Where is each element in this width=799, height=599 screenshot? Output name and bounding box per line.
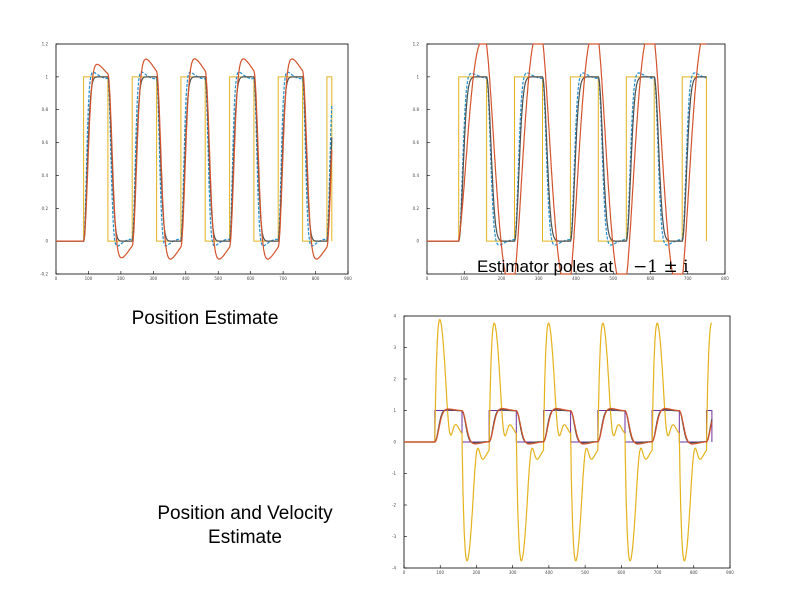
y-tick-label: 0.4 xyxy=(42,173,49,178)
plot-top-left: 0 100 200 300 400 500 600 700 800 900 -0.2 0 0.2 0.4 0… xyxy=(28,34,358,294)
y-tick-label: 1 xyxy=(393,408,396,413)
caption-position-velocity-line2: Estimate xyxy=(208,527,282,548)
y-tick-label: 3 xyxy=(393,345,396,350)
x-tick-label: 400 xyxy=(182,276,190,281)
x-tick-label: 0 xyxy=(426,276,429,281)
y-tick-label: -1 xyxy=(392,471,396,476)
y-tick-label: 1.2 xyxy=(42,42,49,47)
x-tick-label: 700 xyxy=(684,276,692,281)
caption-position-velocity: Position and Velocity Estimate xyxy=(120,502,370,550)
x-tick-label: 600 xyxy=(618,570,626,575)
series-line-blue xyxy=(427,72,707,246)
x-tick-label: 100 xyxy=(460,276,468,281)
plot-frame xyxy=(55,43,349,275)
y-tick-label: 1 xyxy=(416,74,419,79)
x-tick-label: 700 xyxy=(654,570,662,575)
chart-top-right: 0 100 200 300 400 500 600 700 800 0 0.2 0.4 0.6 0.8 1 1… xyxy=(413,42,730,282)
x-tick-label: 200 xyxy=(117,276,125,281)
x-tick-label: 800 xyxy=(721,276,729,281)
x-tick-label: 500 xyxy=(581,570,589,575)
x-tick-label: 600 xyxy=(247,276,255,281)
x-tick-label: 800 xyxy=(690,570,698,575)
x-tick-label: 200 xyxy=(473,570,481,575)
y-tick-label: 1 xyxy=(45,74,48,79)
x-tick-label: 0 xyxy=(403,570,406,575)
plot-top-right: 0 100 200 300 400 500 600 700 800 0 0.2 0.4 0.6 0.8 1 1… xyxy=(405,34,735,294)
x-tick-label: 300 xyxy=(509,570,517,575)
x-tick-label: 500 xyxy=(214,276,222,281)
y-tick-label: -2 xyxy=(392,503,396,508)
y-tick-label: 0 xyxy=(393,440,396,445)
y-tick-label: 0.8 xyxy=(413,107,420,112)
y-tick-label: 2 xyxy=(393,377,396,382)
y-tick-label: 0.4 xyxy=(413,173,420,178)
plot-area: 0 100 200 300 400 500 600 700 800 900 -0.2 0 0.2 0.4 0… xyxy=(40,42,352,282)
series-line-dark xyxy=(56,76,333,242)
x-tick-label: 700 xyxy=(279,276,287,281)
chart-bottom-right: 0 100 200 300 400 500 600 700 800 900 -4 -3 -2 -1 0 1 2 3… xyxy=(392,314,734,576)
x-tick-label: 100 xyxy=(85,276,93,281)
plot-area: 0 100 200 300 400 500 600 700 800 0 0.2 0.4 0.6 0.8 1 1… xyxy=(413,42,730,282)
plot-area: 0 100 200 300 400 500 600 700 800 900 -4 -3 -2 -1 0 1 2 3… xyxy=(392,314,734,576)
series-line-blue xyxy=(56,71,333,247)
y-tick-label: -0.2 xyxy=(40,272,48,277)
y-tick-label: -3 xyxy=(392,534,396,539)
y-tick-label: 0.2 xyxy=(42,206,49,211)
series-line-yellow xyxy=(404,318,713,562)
x-tick-label: 900 xyxy=(726,570,734,575)
x-tick-label: 900 xyxy=(344,276,352,281)
y-tick-label: -4 xyxy=(392,566,396,571)
x-tick-label: 100 xyxy=(436,570,444,575)
series-line-red xyxy=(404,407,713,445)
y-tick-label: 0 xyxy=(45,239,48,244)
y-tick-label: 0.8 xyxy=(42,107,49,112)
x-tick-label: 400 xyxy=(572,276,580,281)
y-tick-label: 0.6 xyxy=(42,140,49,145)
y-tick-label: 4 xyxy=(393,314,396,319)
x-tick-label: 400 xyxy=(545,570,553,575)
y-tick-label: 0 xyxy=(416,239,419,244)
x-tick-label: 0 xyxy=(55,276,58,281)
series-line-red xyxy=(56,58,333,260)
series-line-square xyxy=(56,76,333,242)
series-line-dark xyxy=(427,76,707,242)
series-line-red xyxy=(427,43,707,275)
estimator-poles-label: Estimator poles at xyxy=(477,257,613,276)
estimator-poles-math: −1 ± i xyxy=(633,257,689,277)
y-tick-label: 1.2 xyxy=(413,42,420,47)
x-tick-label: 800 xyxy=(312,276,320,281)
plot-bottom-right: 0 100 200 300 400 500 600 700 800 900 -4 -3 -2 -1 0 1 2 3… xyxy=(392,312,740,582)
x-tick-label: 500 xyxy=(609,276,617,281)
y-tick-label: 0.2 xyxy=(413,206,420,211)
caption-position-velocity-line1: Position and Velocity xyxy=(157,503,333,524)
x-tick-label: 600 xyxy=(647,276,655,281)
chart-top-left: 0 100 200 300 400 500 600 700 800 900 -0.2 0 0.2 0.4 0… xyxy=(40,42,352,282)
x-tick-label: 300 xyxy=(150,276,158,281)
y-tick-label: 0.6 xyxy=(413,140,420,145)
series-line-square xyxy=(427,76,707,242)
caption-position-estimate-text: Position Estimate xyxy=(131,308,279,329)
caption-position-estimate: Position Estimate xyxy=(110,307,300,331)
x-tick-label: 300 xyxy=(535,276,543,281)
x-tick-label: 200 xyxy=(498,276,506,281)
